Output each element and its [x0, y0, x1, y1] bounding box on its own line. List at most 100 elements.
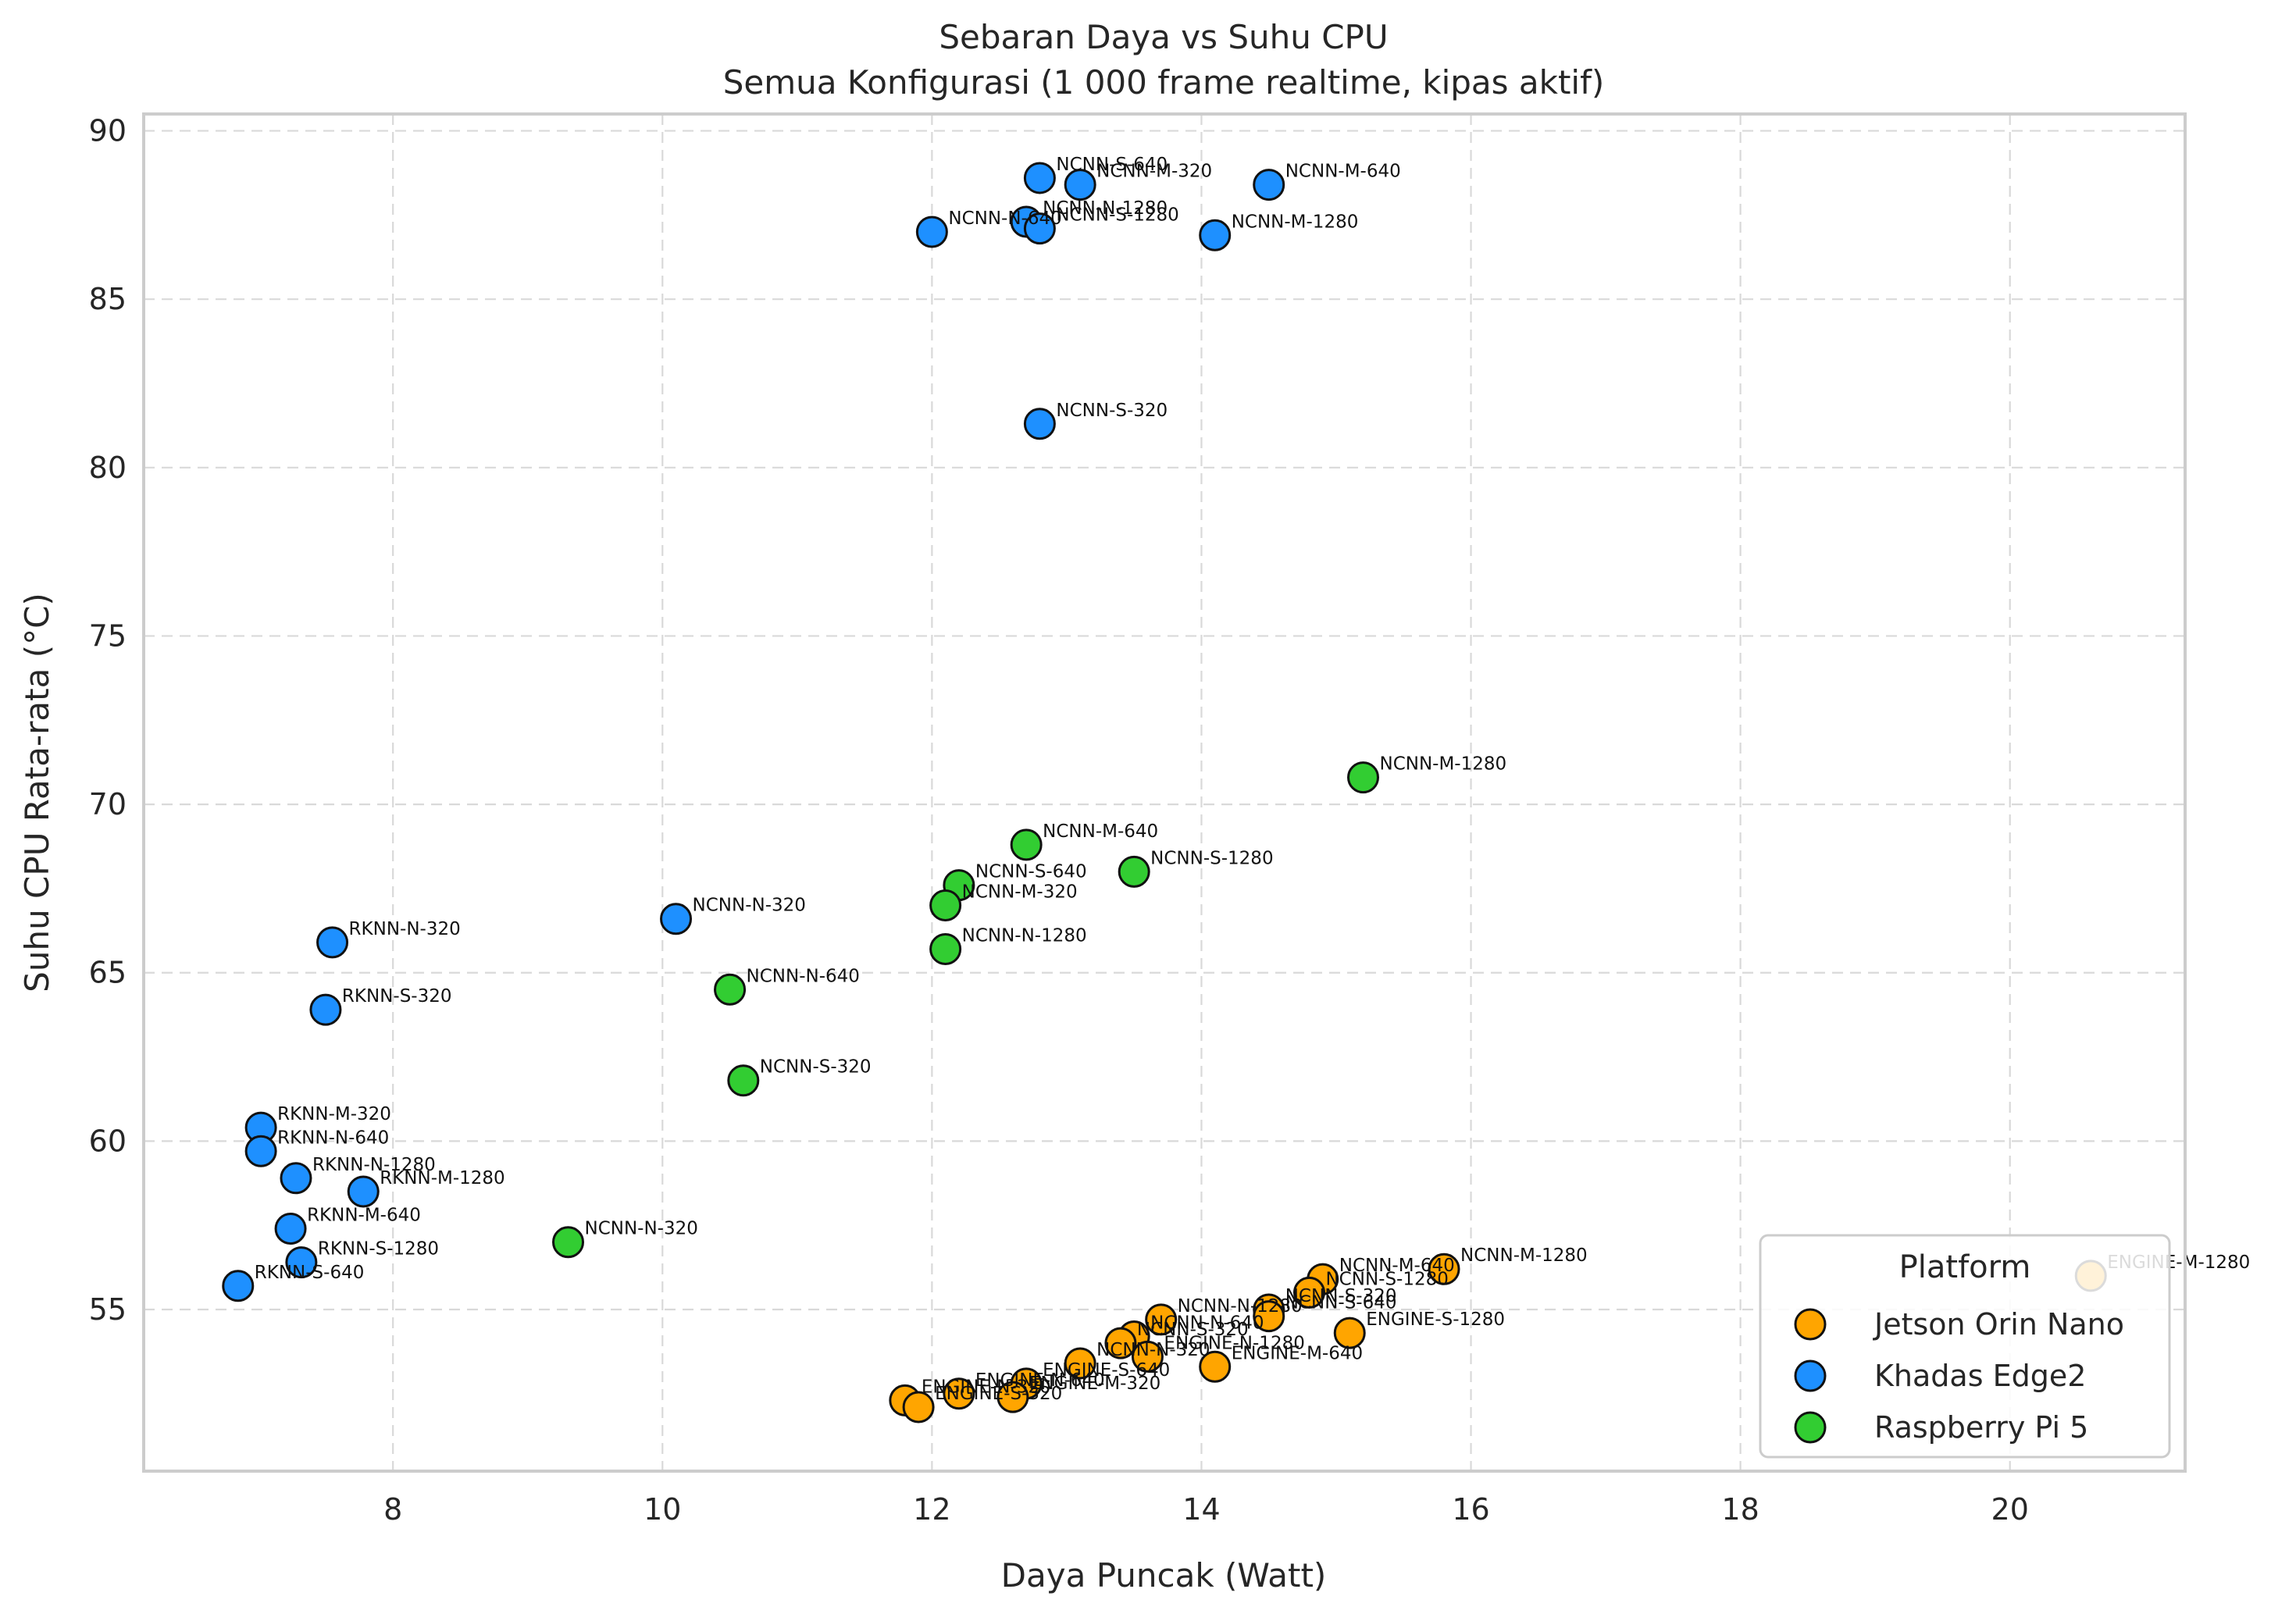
y-tick-label: 85 [89, 282, 127, 316]
data-point-label: RKNN-S-1280 [318, 1239, 439, 1260]
data-point-label: ENGINE-S-640 [1043, 1360, 1170, 1381]
plot-frame [142, 112, 2187, 1473]
data-points [222, 162, 2107, 1423]
y-tick-label: 75 [89, 618, 127, 653]
data-point-label: ENGINE-N-640 [975, 1370, 1105, 1391]
x-tick-label: 10 [644, 1492, 681, 1527]
data-point [1010, 828, 1043, 861]
data-point-label: NCNN-S-1280 [1325, 1269, 1448, 1289]
legend-label: Raspberry Pi 5 [1874, 1410, 2088, 1445]
data-point [222, 1270, 255, 1302]
legend-marker [1794, 1308, 1827, 1341]
data-point [1145, 1303, 1178, 1336]
data-point-label: ENGINE-S-1280 [1366, 1309, 1505, 1330]
legend-label: Khadas Edge2 [1874, 1359, 2086, 1393]
data-point [1023, 408, 1056, 440]
data-point [1346, 761, 1379, 794]
data-point-label: NCNN-N-1280 [1043, 198, 1168, 219]
y-tick-label: 60 [89, 1124, 127, 1158]
data-point [660, 903, 693, 935]
data-point-label: NCNN-S-640 [1056, 155, 1168, 175]
data-point [727, 1064, 760, 1097]
data-point [1253, 1300, 1285, 1333]
data-point-label: NCNN-M-640 [1339, 1256, 1455, 1276]
data-point-label: RKNN-M-1280 [380, 1168, 504, 1188]
point-labels: ENGINE-M-1280NCNN-M-1280NCNN-M-640NCNN-S… [255, 155, 2251, 1404]
data-point [244, 1135, 277, 1167]
data-point [1118, 855, 1150, 888]
y-axis-label: Suhu CPU Rata-rata (°C) [18, 593, 56, 992]
data-point [1292, 1276, 1325, 1309]
data-point-label: ENGINE-M-640 [1232, 1343, 1363, 1363]
data-point-label: RKNN-N-320 [349, 919, 461, 939]
data-point-label: ENGINE-S-320 [935, 1384, 1062, 1404]
data-point-label: NCNN-S-320 [1285, 1286, 1397, 1306]
data-point-label: RKNN-N-640 [277, 1128, 389, 1148]
data-point [1104, 1327, 1137, 1359]
data-point-label: NCNN-N-1280 [962, 926, 1087, 946]
data-point-label: NCNN-N-640 [1150, 1313, 1264, 1333]
x-tick-label: 16 [1452, 1492, 1489, 1527]
chart-title: Sebaran Daya vs Suhu CPU [939, 18, 1388, 56]
data-point [1064, 169, 1096, 201]
data-point [929, 889, 962, 921]
data-point-label: NCNN-N-640 [948, 208, 1061, 229]
data-point-label: NCNN-M-1280 [1232, 212, 1359, 232]
data-point-label: NCNN-M-1280 [1460, 1245, 1588, 1266]
data-point-label: NCNN-N-640 [747, 966, 860, 986]
data-point-label: NCNN-S-320 [760, 1057, 872, 1078]
axis-ticks: 8 10 12 14 16 18 20 55 60 65 70 75 80 85 90 [89, 114, 2029, 1527]
data-point-label: NCNN-N-320 [585, 1219, 698, 1239]
data-point-label: NCNN-M-640 [1285, 162, 1401, 182]
legend-title: Platform [1899, 1249, 2031, 1285]
data-point-label: ENGINE-N-1280 [1164, 1333, 1304, 1353]
x-tick-label: 18 [1721, 1492, 1759, 1527]
legend-items: Jetson Orin Nano Khadas Edge2 Raspberry Pi… [1794, 1307, 2124, 1445]
data-point-label: NCNN-M-640 [1043, 821, 1158, 842]
data-point [714, 973, 747, 1006]
data-point [347, 1175, 380, 1208]
data-point [280, 1162, 312, 1195]
data-point [996, 1381, 1029, 1413]
data-point-label: NCNN-M-320 [962, 882, 1078, 902]
data-point [1333, 1317, 1366, 1349]
data-point-label: NCNN-S-320 [1137, 1320, 1249, 1340]
data-point [309, 993, 342, 1026]
data-point-label: RKNN-M-640 [307, 1205, 421, 1225]
data-point [552, 1226, 585, 1259]
data-point-label: RKNN-S-640 [255, 1263, 365, 1283]
data-point-label: NCNN-N-1280 [1178, 1296, 1303, 1317]
x-axis-label: Daya Puncak (Watt) [1001, 1556, 1327, 1595]
data-point [1428, 1252, 1460, 1285]
x-tick-label: 14 [1182, 1492, 1220, 1527]
x-tick-label: 8 [383, 1492, 402, 1527]
data-point [285, 1246, 318, 1279]
data-point-label: NCNN-M-1280 [1379, 754, 1506, 775]
data-point-label: NCNN-N-320 [1096, 1340, 1210, 1360]
y-tick-label: 55 [89, 1292, 127, 1327]
data-point-label: NCNN-S-1280 [1150, 848, 1273, 868]
data-point [1199, 219, 1232, 251]
data-point-label: NCNN-M-320 [1096, 162, 1212, 182]
legend: Platform Jetson Orin Nano Khadas Edge2 Ras… [1759, 1234, 2171, 1459]
data-point [1253, 169, 1285, 201]
y-tick-label: 90 [89, 114, 127, 148]
data-point-label: NCNN-S-320 [1056, 401, 1168, 421]
data-point-label: RKNN-M-320 [277, 1104, 391, 1124]
data-point-label: RKNN-S-320 [342, 986, 452, 1007]
data-point [274, 1212, 307, 1245]
y-tick-label: 80 [89, 451, 127, 485]
data-point-label: NCNN-S-640 [1285, 1293, 1397, 1313]
chart-subtitle: Semua Konfigurasi (1 000 frame realtime,… [723, 63, 1605, 102]
data-point-label: NCNN-S-1280 [1056, 205, 1178, 226]
data-point [1023, 162, 1056, 194]
data-point [316, 926, 349, 959]
grid-lines [144, 114, 2185, 1471]
legend-box [1759, 1234, 2171, 1459]
y-tick-label: 70 [89, 787, 127, 821]
data-point-label: NCNN-S-640 [975, 862, 1087, 882]
y-tick-label: 65 [89, 956, 127, 990]
data-point [915, 216, 948, 248]
data-point-label: ENGINE-N-320 [922, 1377, 1051, 1397]
